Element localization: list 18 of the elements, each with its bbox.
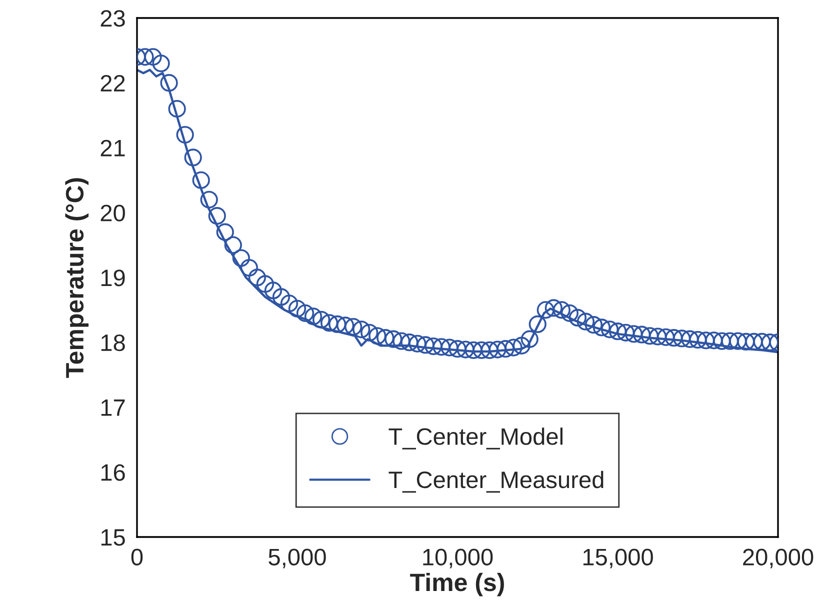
legend-label: T_Center_Model bbox=[388, 428, 562, 450]
y-tick-label: 20 bbox=[100, 204, 125, 222]
x-tick-label: 20,000 bbox=[743, 548, 814, 568]
x-tick-label: 15,000 bbox=[583, 548, 653, 568]
y-tick-label: 19 bbox=[101, 270, 125, 286]
y-tick-label: 16 bbox=[101, 464, 125, 481]
y-tick-label: 15 bbox=[101, 529, 125, 546]
x-tick-label: 10,000 bbox=[423, 548, 493, 568]
x-tick-label: 0 bbox=[131, 548, 143, 566]
x-axis-title: Time (s) bbox=[410, 572, 504, 596]
y-tick-label: 21 bbox=[100, 140, 125, 156]
y-tick-label: 22 bbox=[100, 74, 125, 92]
y-tick-label: 17 bbox=[101, 400, 125, 416]
y-tick-label: 23 bbox=[100, 10, 125, 27]
y-tick-label: 18 bbox=[101, 334, 125, 352]
legend-label: T_Center_Measured bbox=[388, 470, 604, 493]
y-axis-title: Temperature (°C) bbox=[65, 178, 89, 378]
x-tick-label: 5,000 bbox=[268, 548, 326, 568]
